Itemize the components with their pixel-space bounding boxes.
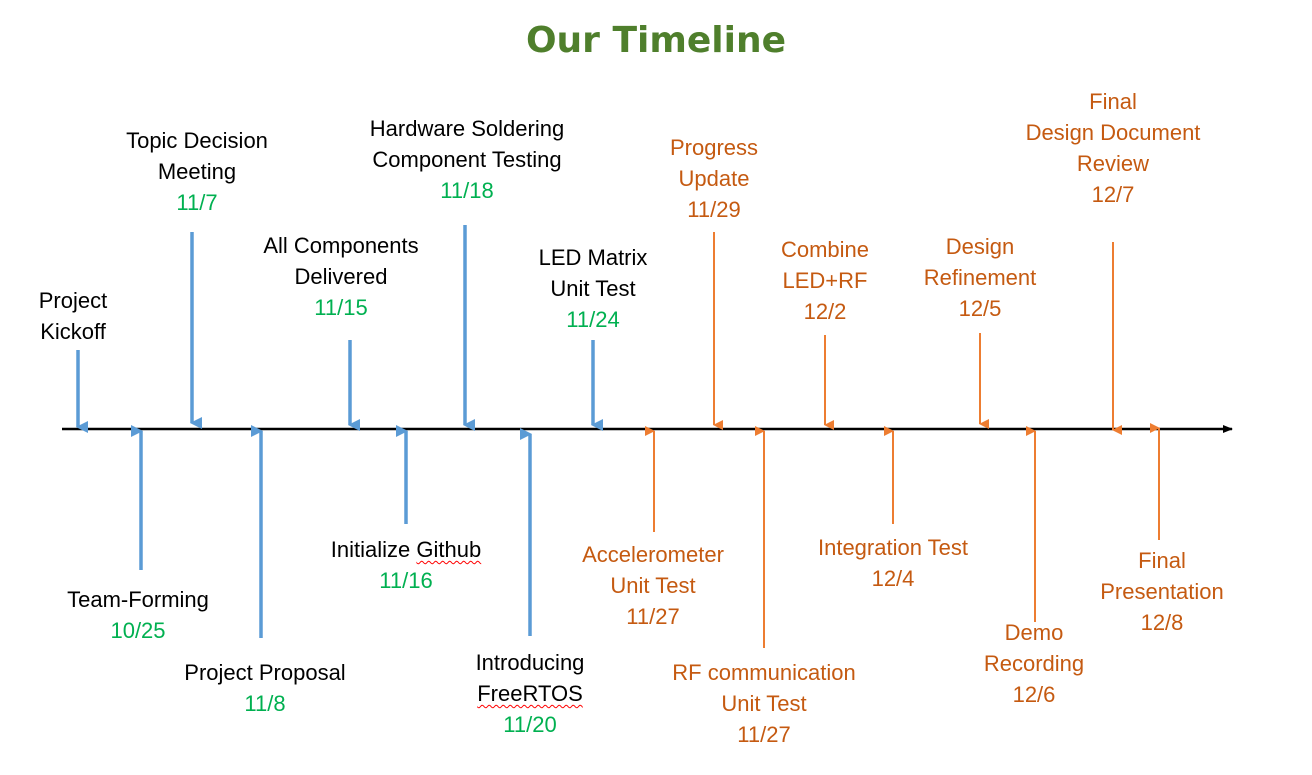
event-label: Demo Recording 12/6 — [904, 617, 1164, 710]
event-date: 11/8 — [244, 691, 286, 716]
event-title-line: Topic Decision — [126, 128, 268, 153]
event-label: Combine LED+RF 12/2 — [695, 234, 955, 327]
event-title-line: FreeRTOS — [477, 681, 583, 706]
event-label: Introducing FreeRTOS 11/20 — [400, 647, 660, 740]
event-date: 11/29 — [687, 197, 741, 222]
event-title-line: Introducing — [475, 650, 585, 675]
event-title-line: Unit Test — [610, 573, 696, 598]
event-label: Hardware Soldering Component Testing 11/18 — [337, 113, 597, 206]
event-date: 12/2 — [803, 299, 847, 324]
event-date: 12/8 — [1140, 610, 1184, 635]
event-label: RF communication Unit Test 11/27 — [634, 657, 894, 750]
event-label: Accelerometer Unit Test 11/27 — [523, 539, 783, 632]
event-title-line: Recording — [983, 651, 1085, 676]
event-title-line: Unit Test — [550, 276, 636, 301]
event-date: 12/7 — [1091, 182, 1135, 207]
event-date: 11/7 — [176, 190, 218, 215]
event-date: 11/15 — [314, 295, 368, 320]
event-label: Project Kickoff — [0, 285, 203, 347]
event-date: 12/6 — [1012, 682, 1056, 707]
event-title-line: Design — [945, 234, 1015, 259]
event-title-line: Final — [1089, 89, 1137, 114]
event-label: LED Matrix Unit Test 11/24 — [463, 242, 723, 335]
event-title-line: Team-Forming — [67, 587, 209, 612]
event-date: 11/27 — [626, 604, 680, 629]
event-title-line: Update — [678, 166, 750, 191]
event-date: 11/24 — [566, 307, 620, 332]
event-title-line: Unit Test — [721, 691, 807, 716]
event-date: 10/25 — [110, 618, 166, 643]
event-label: Final Design Document Review 12/7 — [983, 86, 1243, 210]
event-title-line: Project — [38, 288, 108, 313]
event-title-line: Presentation — [1100, 579, 1224, 604]
event-title-line: Delivered — [294, 264, 388, 289]
event-title-line: Initialize Github — [330, 537, 482, 562]
event-title-line: Final — [1138, 548, 1186, 573]
event-label: Progress Update 11/29 — [584, 132, 844, 225]
event-title-line: Hardware Soldering — [369, 116, 565, 141]
event-title-line: Demo — [1004, 620, 1064, 645]
event-date: 11/20 — [503, 712, 557, 737]
event-title-line: Integration Test — [817, 535, 969, 560]
event-label: Integration Test 12/4 — [763, 532, 1023, 594]
event-label: All Components Delivered 11/15 — [211, 230, 471, 323]
event-title-line: All Components — [263, 233, 419, 258]
event-label: Team-Forming 10/25 — [8, 584, 268, 646]
event-label: Topic Decision Meeting 11/7 — [67, 125, 327, 218]
event-title-line: Refinement — [923, 265, 1037, 290]
event-title-line: Combine — [780, 237, 870, 262]
event-title-line: Review — [1076, 151, 1150, 176]
event-title-line: Kickoff — [40, 319, 106, 344]
event-date: 12/4 — [871, 566, 915, 591]
event-title-line: LED+RF — [782, 268, 868, 293]
event-label: Final Presentation 12/8 — [1032, 545, 1292, 638]
event-date: 11/16 — [379, 568, 433, 593]
event-date: 12/5 — [958, 296, 1002, 321]
event-title-line: RF communication — [672, 660, 856, 685]
event-date: 11/18 — [440, 178, 494, 203]
event-title-line: Component Testing — [372, 147, 562, 172]
page-title: Our Timeline — [525, 20, 787, 61]
event-label: Initialize Github 11/16 — [276, 534, 536, 596]
event-date: 11/27 — [737, 722, 791, 747]
event-title-line: LED Matrix — [538, 245, 648, 270]
event-title-line: Accelerometer — [582, 542, 724, 567]
event-title-line: Meeting — [157, 159, 237, 184]
event-label: Design Refinement 12/5 — [850, 231, 1110, 324]
event-title-line: Progress — [669, 135, 759, 160]
event-label: Project Proposal 11/8 — [135, 657, 395, 719]
event-title-line: Design Document — [1025, 120, 1201, 145]
event-title-line: Project Proposal — [184, 660, 346, 685]
